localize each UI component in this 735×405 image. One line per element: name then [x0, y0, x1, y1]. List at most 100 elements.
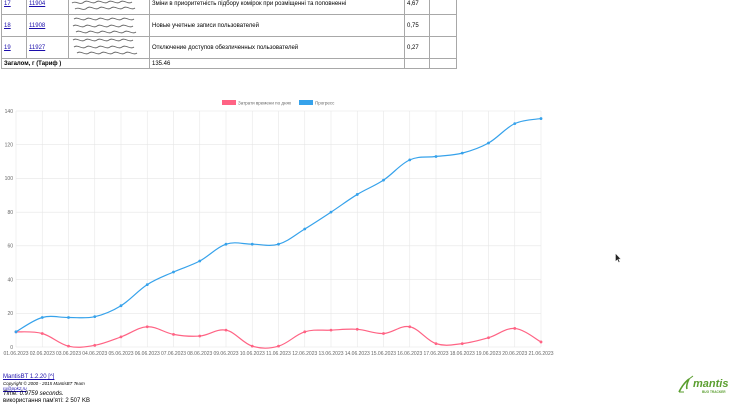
data-point — [172, 332, 175, 336]
data-point — [434, 342, 438, 346]
data-point — [224, 328, 228, 332]
scribble-image — [68, 36, 150, 59]
memory-usage: використання пам'яті: 2 507 KB — [3, 398, 91, 404]
x-tick-label: 17.06.2023 — [423, 351, 448, 357]
data-point — [487, 141, 490, 145]
data-point — [67, 344, 70, 348]
issue-summary: Отключение доступов обезличенных пользов… — [149, 36, 405, 59]
scribble-image — [68, 0, 150, 15]
issue-id-link[interactable]: 11927 — [29, 44, 46, 51]
data-point — [539, 117, 543, 120]
row-number: 19 — [1, 36, 27, 59]
x-tick-label: 09.06.2023 — [213, 351, 238, 357]
data-point — [408, 325, 412, 329]
y-tick-label: 40 — [7, 277, 13, 283]
data-point — [303, 330, 307, 334]
data-point — [329, 328, 333, 332]
legend-swatch[interactable] — [222, 100, 236, 105]
data-point — [382, 178, 385, 182]
empty-cell — [429, 36, 457, 59]
empty-cell — [429, 14, 457, 37]
issue-time: 0,27 — [404, 36, 430, 59]
y-tick-label: 20 — [7, 311, 13, 317]
issue-id-link[interactable]: 11904 — [29, 0, 46, 7]
x-tick-label: 05.06.2023 — [108, 351, 133, 357]
y-tick-label: 60 — [7, 244, 13, 250]
data-point — [224, 242, 228, 246]
data-point — [382, 332, 385, 335]
version-line: MantisBT 1.2.20 [^] — [3, 374, 90, 381]
table-row: 18 11908 Новые учетные записи пользовате… — [1, 14, 457, 37]
data-point — [355, 193, 359, 196]
x-tick-label: 04.06.2023 — [82, 351, 107, 357]
mouse-cursor-icon — [615, 253, 621, 263]
data-point — [40, 316, 44, 319]
issue-summary: Новые учетные записи пользователей — [149, 14, 405, 37]
x-tick-label: 06.06.2023 — [135, 351, 160, 357]
issue-summary: Зміни в приоритетність підбору комірок п… — [149, 0, 405, 15]
x-tick-label: 16.06.2023 — [397, 351, 422, 357]
copyright-text: Copyright © 2000 - 2015 MantisBT Team — [3, 381, 85, 386]
x-tick-label: 19.06.2023 — [476, 351, 501, 357]
empty-cell — [404, 58, 430, 69]
data-point — [460, 342, 464, 346]
x-tick-label: 11.06.2023 — [266, 351, 291, 357]
x-tick-label: 18.06.2023 — [450, 351, 475, 357]
data-point — [67, 316, 70, 319]
x-tick-label: 13.06.2023 — [318, 351, 343, 357]
data-point — [198, 334, 202, 338]
x-tick-label: 20.06.2023 — [502, 351, 527, 357]
x-tick-label: 21.06.2023 — [528, 351, 553, 357]
data-point — [119, 304, 123, 308]
total-row: Загалом, г (Тариф ) 135.46 — [1, 58, 457, 69]
issue-id: 11908 — [26, 14, 69, 37]
empty-cell — [429, 58, 457, 69]
data-point — [198, 259, 202, 263]
data-point — [93, 315, 97, 319]
table-row: 19 11927 Отключение доступов обезличенны… — [1, 36, 457, 59]
data-point — [250, 242, 254, 246]
issue-id-link[interactable]: 11908 — [29, 22, 46, 29]
scribble-image — [68, 14, 150, 37]
data-point — [329, 210, 333, 214]
x-tick-label: 03.06.2023 — [56, 351, 81, 357]
data-point — [513, 327, 517, 330]
data-point — [277, 242, 280, 246]
x-tick-label: 08.06.2023 — [187, 351, 212, 357]
time-progress-chart: 0 20 40 60 80 100 120 140 01.06.2023 02.06.2023 03… — [3, 100, 554, 357]
row-number-link[interactable]: 17 — [4, 0, 11, 7]
mantisbt-version-link[interactable]: MantisBT 1.2.20 — [3, 374, 47, 380]
legend-label[interactable]: Затрати времени по днях — [238, 101, 292, 106]
x-tick-label: 15.06.2023 — [371, 351, 396, 357]
data-point — [539, 340, 543, 344]
data-point — [119, 335, 123, 339]
data-point — [303, 227, 307, 231]
row-number: 18 — [1, 14, 27, 37]
mantis-logo-icon — [678, 375, 694, 393]
empty-cell — [429, 0, 457, 15]
legend-label[interactable]: Прогресс — [315, 101, 335, 106]
logo-subtext: BUG TRACKER — [702, 390, 726, 394]
y-tick-label: 120 — [5, 143, 14, 149]
data-point — [277, 344, 280, 348]
x-tick-label: 14.06.2023 — [345, 351, 370, 357]
issue-time: 4,67 — [404, 0, 430, 15]
row-number-link[interactable]: 19 — [4, 44, 11, 51]
total-value: 135.46 — [149, 58, 405, 69]
data-point — [355, 327, 359, 331]
data-point — [408, 158, 412, 162]
data-point — [513, 122, 517, 126]
data-point — [14, 330, 18, 334]
row-number-link[interactable]: 18 — [4, 22, 11, 29]
mantis-logo[interactable]: mantis BUG TRACKER — [676, 373, 735, 395]
y-tick-label: 80 — [7, 210, 13, 216]
version-external-link[interactable]: [^] — [46, 374, 55, 380]
legend-swatch[interactable] — [299, 100, 313, 105]
y-tick-label: 140 — [5, 109, 14, 115]
contact-email-link[interactable]: ru@ppk2.ru — [3, 386, 27, 391]
x-tick-label: 10.06.2023 — [240, 351, 265, 357]
logo-text: mantis — [693, 378, 728, 390]
page-time: Time: 0.9759 seconds. — [3, 391, 64, 397]
data-point — [40, 332, 44, 335]
x-tick-label: 01.06.2023 — [3, 351, 28, 357]
